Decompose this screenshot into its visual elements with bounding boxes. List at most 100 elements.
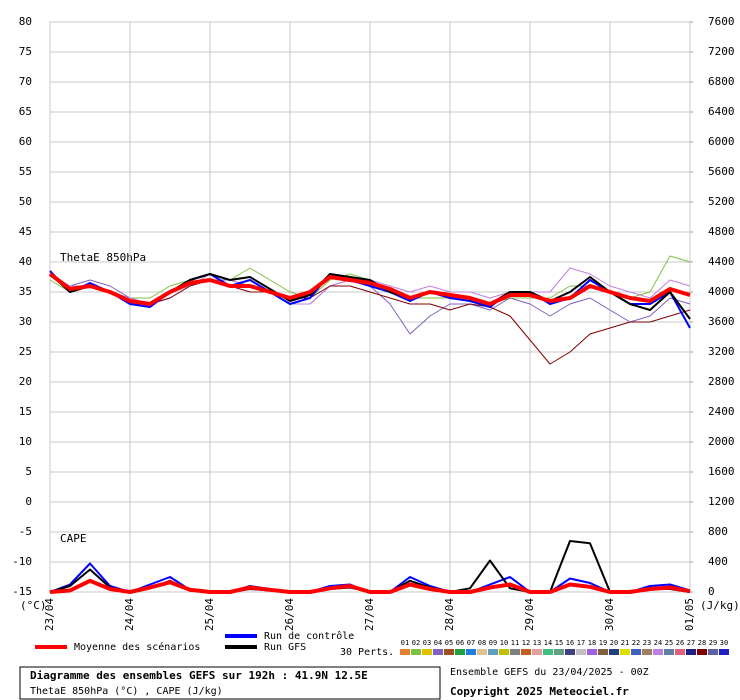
y2-tick-label: 6800 bbox=[708, 75, 735, 88]
legend-swatch bbox=[433, 649, 443, 655]
y-tick-label: 65 bbox=[19, 105, 32, 118]
x-tick-label: 28/04 bbox=[443, 598, 456, 631]
y2-tick-label: 5200 bbox=[708, 195, 735, 208]
footer-box bbox=[19, 666, 441, 700]
legend-label: 25 bbox=[665, 639, 673, 647]
legend-swatch bbox=[719, 649, 729, 655]
legend-swatch bbox=[521, 649, 531, 655]
legend-swatch bbox=[477, 649, 487, 655]
legend-label: 08 bbox=[478, 639, 486, 647]
legend-label: 29 bbox=[709, 639, 717, 647]
x-tick-label: 29/04 bbox=[523, 598, 536, 631]
legend-swatch bbox=[510, 649, 520, 655]
legend-label: 10 bbox=[500, 639, 508, 647]
y-tick-label: 70 bbox=[19, 75, 32, 88]
y-tick-label: -5 bbox=[19, 525, 32, 538]
y-tick-label: 0 bbox=[25, 495, 32, 508]
annotation: ThetaE 850hPa bbox=[60, 251, 146, 264]
x-tick-label: 26/04 bbox=[283, 598, 296, 631]
y2-tick-label: 2400 bbox=[708, 405, 735, 418]
y-tick-label: 5 bbox=[25, 465, 32, 478]
legend-label: 21 bbox=[621, 639, 629, 647]
y2-tick-label: 0 bbox=[708, 585, 715, 598]
y-tick-label: 55 bbox=[19, 165, 32, 178]
legend-swatch bbox=[455, 649, 465, 655]
legend-swatch bbox=[609, 649, 619, 655]
legend-swatch bbox=[411, 649, 421, 655]
y-tick-label: 75 bbox=[19, 45, 32, 58]
y2-tick-label: 1600 bbox=[708, 465, 735, 478]
legend-swatch bbox=[35, 645, 67, 649]
legend-label: 06 bbox=[456, 639, 464, 647]
credit: Copyright 2025 Meteociel.fr bbox=[450, 685, 629, 698]
legend-swatch bbox=[653, 649, 663, 655]
x-tick-label: 25/04 bbox=[203, 598, 216, 631]
legend-swatch bbox=[631, 649, 641, 655]
legend-swatch bbox=[598, 649, 608, 655]
legend-label: 17 bbox=[577, 639, 585, 647]
legend-label: 23 bbox=[643, 639, 651, 647]
legend-label: 11 bbox=[511, 639, 519, 647]
legend-swatch bbox=[587, 649, 597, 655]
chart-title: Diagramme des ensembles GEFS sur 192h : … bbox=[30, 669, 368, 682]
legend-swatch bbox=[225, 645, 257, 649]
legend-label: Moyenne des scénarios bbox=[74, 641, 200, 653]
y2-tick-label: 2800 bbox=[708, 375, 735, 388]
legend-label: Run GFS bbox=[264, 642, 306, 653]
legend-swatch bbox=[532, 649, 542, 655]
legend-swatch bbox=[642, 649, 652, 655]
legend-swatch bbox=[675, 649, 685, 655]
legend-label: 14 bbox=[544, 639, 552, 647]
x-tick-label: 01/05 bbox=[683, 598, 696, 631]
y2-tick-label: 400 bbox=[708, 555, 728, 568]
y2-tick-label: 4400 bbox=[708, 255, 735, 268]
legend-label: Run de contrôle bbox=[264, 630, 354, 642]
y2-axis-label: (J/kg) bbox=[700, 599, 740, 612]
legend-label: 05 bbox=[445, 639, 453, 647]
legend-label: 26 bbox=[676, 639, 684, 647]
x-tick-label: 27/04 bbox=[363, 598, 376, 631]
y-tick-label: -15 bbox=[12, 585, 32, 598]
legend-swatch bbox=[576, 649, 586, 655]
y-tick-label: 35 bbox=[19, 285, 32, 298]
legend-swatch bbox=[664, 649, 674, 655]
legend-swatch bbox=[708, 649, 718, 655]
legend-swatch bbox=[686, 649, 696, 655]
legend-swatch bbox=[444, 649, 454, 655]
legend-swatch bbox=[543, 649, 553, 655]
legend-swatch bbox=[400, 649, 410, 655]
legend-label: 13 bbox=[533, 639, 541, 647]
legend-label: 09 bbox=[489, 639, 497, 647]
y2-tick-label: 4000 bbox=[708, 285, 735, 298]
y-tick-label: 40 bbox=[19, 255, 32, 268]
legend-label: 24 bbox=[654, 639, 662, 647]
legend-label: 04 bbox=[434, 639, 442, 647]
legend-label: 15 bbox=[555, 639, 563, 647]
legend-label: 28 bbox=[698, 639, 706, 647]
legend-swatch bbox=[554, 649, 564, 655]
legend-swatch bbox=[620, 649, 630, 655]
mean-line bbox=[49, 578, 691, 594]
legend-swatch bbox=[488, 649, 498, 655]
legend-label: 02 bbox=[412, 639, 420, 647]
run-info: Ensemble GEFS du 23/04/2025 - 00Z bbox=[450, 667, 649, 678]
y-tick-label: 15 bbox=[19, 405, 32, 418]
legend-label: 30 bbox=[720, 639, 728, 647]
y-tick-label: 45 bbox=[19, 225, 32, 238]
y-tick-label: 20 bbox=[19, 375, 32, 388]
x-tick-label: 30/04 bbox=[603, 598, 616, 631]
legend-label: 03 bbox=[423, 639, 431, 647]
y-tick-label: 30 bbox=[19, 315, 32, 328]
legend-swatch bbox=[499, 649, 509, 655]
annotation: CAPE bbox=[60, 532, 87, 545]
y-tick-label: 80 bbox=[19, 15, 32, 28]
legend-label: 12 bbox=[522, 639, 530, 647]
y-axis-label: (°C) bbox=[20, 599, 47, 612]
y2-tick-label: 5600 bbox=[708, 165, 735, 178]
y2-tick-label: 2000 bbox=[708, 435, 735, 448]
y2-tick-label: 4800 bbox=[708, 225, 735, 238]
y2-tick-label: 7200 bbox=[708, 45, 735, 58]
chart-subtitle: ThetaE 850hPa (°C) , CAPE (J/kg) bbox=[30, 686, 223, 697]
y2-tick-label: 3200 bbox=[708, 345, 735, 358]
